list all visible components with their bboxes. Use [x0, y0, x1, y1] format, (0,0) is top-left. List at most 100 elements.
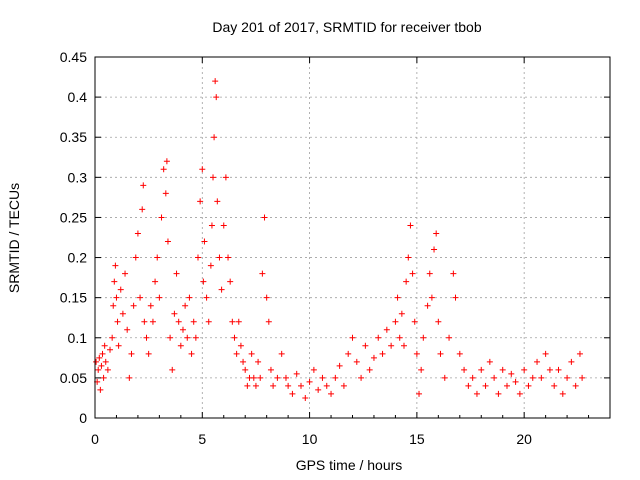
data-point: [328, 390, 335, 397]
data-point: [274, 374, 281, 381]
data-point: [240, 358, 247, 365]
data-point: [143, 334, 150, 341]
data-point: [114, 318, 121, 325]
data-point: [366, 366, 373, 373]
data-point: [171, 310, 178, 317]
data-point: [555, 366, 562, 373]
data-point: [529, 374, 536, 381]
data-point: [261, 214, 268, 221]
data-point: [542, 350, 549, 357]
data-point: [310, 366, 317, 373]
data-point: [525, 382, 532, 389]
data-point: [465, 382, 472, 389]
data-point: [169, 366, 176, 373]
data-point: [124, 326, 131, 333]
data-point: [162, 190, 169, 197]
data-point: [126, 374, 133, 381]
data-point: [349, 334, 356, 341]
data-point: [99, 350, 106, 357]
data-point: [182, 302, 189, 309]
data-point: [97, 386, 104, 393]
data-point: [293, 370, 300, 377]
data-point: [469, 374, 476, 381]
data-point: [398, 310, 405, 317]
y-tick-label: 0.25: [60, 209, 87, 225]
data-point: [383, 326, 390, 333]
data-point: [252, 382, 259, 389]
data-point: [147, 302, 154, 309]
x-tick-label: 20: [516, 431, 532, 447]
data-point: [282, 374, 289, 381]
data-point: [394, 294, 401, 301]
data-point: [248, 350, 255, 357]
data-point: [433, 230, 440, 237]
data-point: [231, 334, 238, 341]
data-point: [117, 286, 124, 293]
data-point: [109, 334, 116, 341]
data-point: [452, 294, 459, 301]
y-tick-label: 0.1: [68, 330, 88, 346]
data-point: [255, 358, 262, 365]
y-tick-label: 0.2: [68, 250, 88, 266]
y-tick-label: 0.05: [60, 370, 87, 386]
data-point: [107, 346, 114, 353]
data-point: [199, 166, 206, 173]
data-point: [340, 382, 347, 389]
data-point: [197, 198, 204, 205]
data-point: [115, 342, 122, 349]
data-point: [345, 350, 352, 357]
data-point: [128, 350, 135, 357]
data-point: [461, 366, 468, 373]
data-point: [173, 270, 180, 277]
data-point: [207, 262, 214, 269]
data-point: [210, 174, 217, 181]
data-point: [259, 270, 266, 277]
data-point: [401, 342, 407, 349]
data-point: [119, 310, 126, 317]
y-tick-label: 0.35: [60, 129, 87, 145]
data-point: [306, 378, 313, 385]
data-point: [218, 286, 225, 293]
data-point: [482, 382, 489, 389]
data-point: [98, 362, 105, 369]
data-point: [411, 318, 418, 325]
data-point: [95, 366, 102, 373]
data-point: [195, 254, 201, 261]
data-point: [130, 302, 137, 309]
data-point: [323, 382, 330, 389]
data-point: [456, 350, 463, 357]
data-point: [250, 374, 257, 381]
data-point: [559, 390, 566, 397]
data-point: [437, 350, 444, 357]
data-point: [113, 294, 120, 301]
data-point: [208, 222, 215, 229]
data-point: [225, 254, 232, 261]
data-point: [93, 358, 100, 365]
x-axis-label: GPS time / hours: [296, 457, 403, 473]
data-point: [237, 342, 244, 349]
data-point: [478, 366, 485, 373]
data-point: [424, 302, 431, 309]
data-point: [213, 94, 220, 101]
data-point: [265, 318, 272, 325]
data-point: [278, 350, 285, 357]
data-point: [149, 318, 156, 325]
data-point: [205, 318, 212, 325]
data-point: [229, 318, 236, 325]
data-point: [101, 342, 108, 349]
data-point: [111, 278, 118, 285]
data-point: [141, 318, 148, 325]
data-point: [409, 270, 416, 277]
data-point: [163, 158, 170, 165]
data-point: [140, 182, 147, 189]
data-point: [302, 394, 309, 401]
data-point: [473, 390, 480, 397]
data-point: [358, 374, 365, 381]
data-point: [534, 358, 541, 365]
data-point: [538, 374, 545, 381]
data-point: [227, 278, 234, 285]
x-tick-label: 0: [91, 431, 99, 447]
axis-ticks: 0 5 10 15 20 0 0.05 0.1 0.15 0.2 0.25 0.3 0.35 0.4 0.4…: [60, 49, 610, 447]
data-point: [546, 366, 553, 373]
data-point: [319, 374, 326, 381]
